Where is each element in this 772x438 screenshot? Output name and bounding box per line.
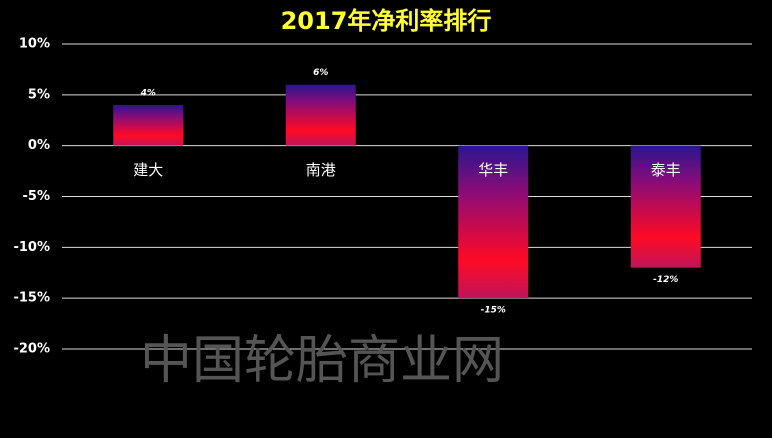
bar <box>630 145 701 268</box>
y-tick-label: -15% <box>13 291 50 306</box>
bar <box>458 145 529 299</box>
x-tick-label: 建大 <box>133 161 163 179</box>
y-tick-label: -5% <box>23 189 50 204</box>
x-tick-label: 南港 <box>306 161 336 179</box>
y-tick-label: 5% <box>28 87 50 102</box>
x-tick-label: 华丰 <box>478 161 508 179</box>
y-tick-label: 0% <box>28 138 50 153</box>
watermark: 中国轮胎商业网 <box>140 331 504 391</box>
value-label: 6% <box>313 68 328 78</box>
chart-title: 2017年净利率排行 <box>281 7 492 35</box>
bars: 建大 4% 南港 6% 华丰 -15% 泰丰 -12% <box>113 68 701 316</box>
bar <box>285 84 356 146</box>
x-tick-label: 泰丰 <box>651 161 681 179</box>
value-label: 4% <box>140 89 156 99</box>
value-label: -12% <box>653 275 678 285</box>
value-label: -15% <box>481 306 506 316</box>
y-tick-label: -10% <box>13 240 50 255</box>
y-tick-label: 10% <box>19 37 50 52</box>
y-tick-label: -20% <box>13 342 50 357</box>
bar <box>113 105 184 146</box>
